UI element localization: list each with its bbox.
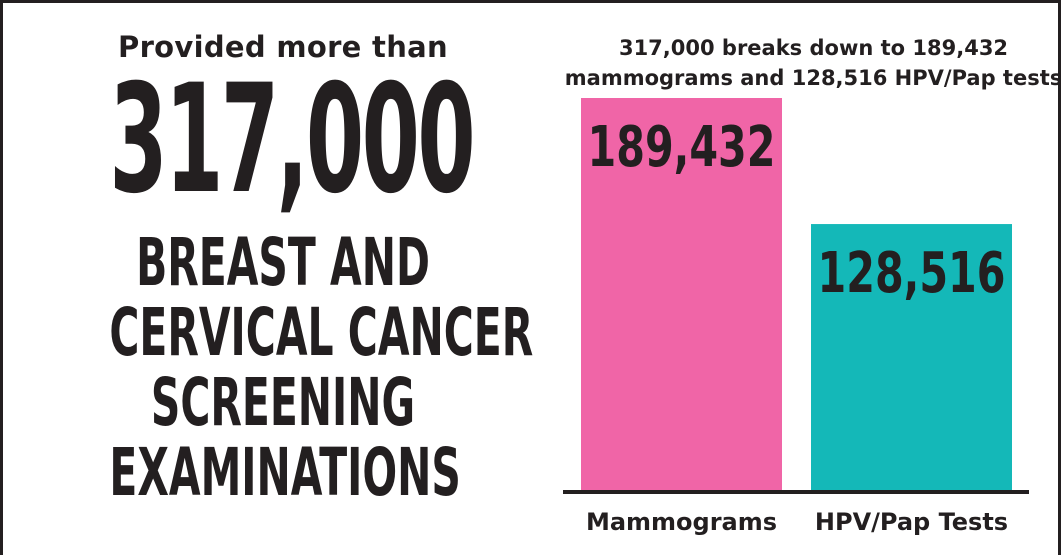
data-label-hpv-pap-tests: 128,516 [818,241,1006,306]
chart-subtitle: 317,000 breaks down to 189,432 mammogram… [563,33,1061,93]
headline: BREAST AND CERVICAL CANCER SCREENING EXA… [3,228,563,508]
category-label-mammograms: Mammograms [586,508,777,536]
chart-subtitle-line-1: 317,000 breaks down to 189,432 [618,36,1009,60]
summary-panel: Provided more than 317,000 BREAST AND CE… [3,3,563,558]
category-label-hpv-pap-tests: HPV/Pap Tests [815,508,1008,536]
chart-panel: 317,000 breaks down to 189,432 mammogram… [563,3,1061,558]
bar-chart: 189,432 Mammograms 128,516 HPV/Pap Tests [563,98,1029,536]
bar-mammograms [581,98,782,490]
headline-line-2: CERVICAL CANCER [109,294,534,371]
bar-hpv-pap-tests [811,224,1012,491]
intro-text: Provided more than [118,30,448,64]
data-label-mammograms: 189,432 [588,115,776,180]
headline-line-4: EXAMINATIONS [109,434,461,511]
headline-line-1: BREAST AND [136,224,430,301]
headline-line-3: SCREENING [150,364,416,441]
total-screenings-number: 317,000 [109,53,475,227]
chart-subtitle-line-2: mammograms and 128,516 HPV/Pap tests [564,66,1061,90]
